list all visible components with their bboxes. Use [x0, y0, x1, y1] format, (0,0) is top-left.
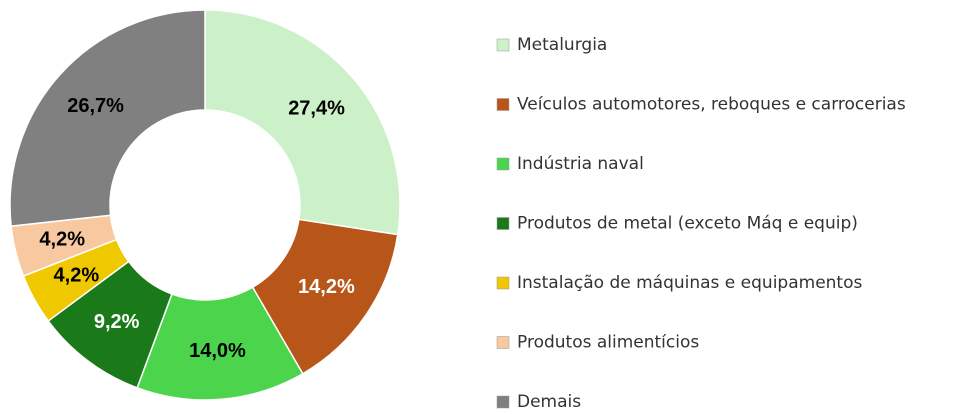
- data-label: 14,2%: [298, 276, 355, 298]
- legend-swatch: [496, 276, 510, 290]
- data-label: 14,0%: [189, 340, 246, 362]
- data-label: 4,2%: [54, 264, 100, 286]
- legend-swatch: [496, 38, 510, 52]
- data-label: 26,7%: [67, 95, 124, 117]
- legend-label: Produtos de metal (exceto Máq e equip): [517, 214, 858, 234]
- slice: [204, 9, 401, 236]
- data-label: 4,2%: [39, 228, 85, 250]
- legend-label: Demais: [517, 392, 581, 410]
- legend-label: Veículos automotores, reboques e carroce…: [517, 95, 906, 115]
- legend-swatch: [496, 336, 510, 349]
- legend-label: Instalação de máquinas e equipamentos: [517, 273, 862, 293]
- legend-label: Metalurgia: [517, 35, 607, 55]
- data-label: 27,4%: [288, 98, 345, 120]
- legend-swatch: [496, 98, 510, 111]
- legend-swatch: [496, 395, 510, 409]
- legend-swatch: [496, 217, 510, 230]
- data-label: 9,2%: [94, 311, 140, 333]
- legend-label: Produtos alimentícios: [517, 333, 699, 353]
- legend-label: Indústria naval: [517, 154, 644, 174]
- slice: [9, 9, 206, 227]
- legend-swatch: [496, 157, 510, 171]
